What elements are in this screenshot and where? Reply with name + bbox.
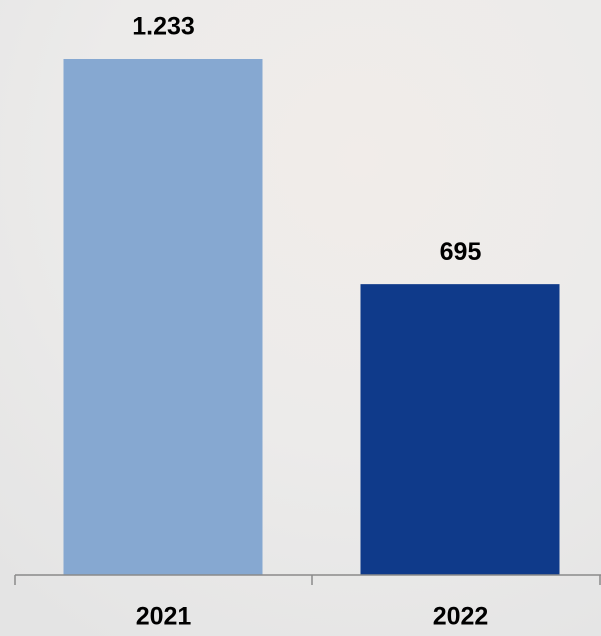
value-label: 1.233 bbox=[132, 13, 195, 41]
value-label: 695 bbox=[440, 238, 482, 266]
plot-area: 1.233 2021 695 2022 bbox=[63, 13, 560, 631]
x-tick-label: 2022 bbox=[433, 603, 489, 631]
bar bbox=[360, 284, 560, 575]
bar bbox=[63, 59, 263, 575]
x-tick-label: 2021 bbox=[136, 603, 192, 631]
